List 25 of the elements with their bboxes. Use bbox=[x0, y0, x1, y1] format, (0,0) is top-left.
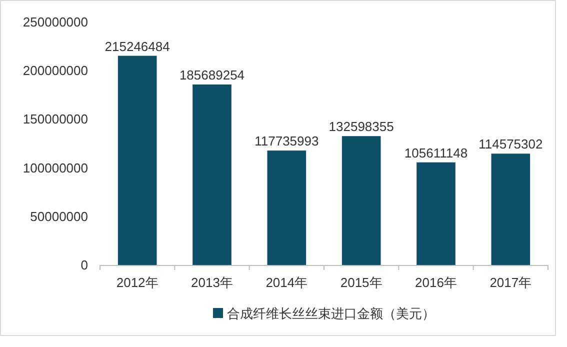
x-tick-label: 2012年 bbox=[116, 275, 158, 290]
bar bbox=[192, 84, 232, 265]
data-label: 117735993 bbox=[254, 134, 319, 149]
data-label: 114575302 bbox=[478, 136, 543, 152]
data-label: 132598355 bbox=[328, 119, 394, 134]
y-tick-label: 150000000 bbox=[22, 112, 88, 127]
bar bbox=[267, 150, 306, 265]
data-label: 215246484 bbox=[104, 38, 170, 54]
bar bbox=[491, 154, 530, 265]
bar bbox=[342, 136, 381, 265]
y-tick-label: 250000000 bbox=[22, 14, 88, 30]
data-label: 185689254 bbox=[179, 68, 245, 83]
bar bbox=[118, 56, 157, 265]
y-tick-label: 0 bbox=[80, 258, 88, 272]
legend-label: 合成纤维长丝丝束进口金额（美元） bbox=[227, 306, 435, 321]
bar bbox=[416, 162, 456, 265]
y-tick-label: 200000000 bbox=[22, 63, 88, 78]
x-tick-label: 2013年 bbox=[191, 275, 233, 290]
x-tick-label: 2016年 bbox=[415, 275, 457, 290]
y-tick-label: 100000000 bbox=[22, 160, 88, 176]
data-label: 105611148 bbox=[404, 145, 468, 160]
x-tick-label: 2015年 bbox=[340, 275, 382, 290]
y-tick-label: 50000000 bbox=[30, 208, 88, 224]
x-tick-label: 2017年 bbox=[490, 275, 532, 290]
x-tick-label: 2014年 bbox=[266, 275, 308, 290]
